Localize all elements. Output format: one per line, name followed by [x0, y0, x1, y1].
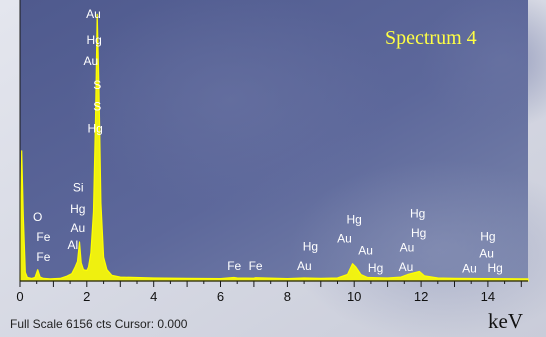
background-texture — [70, 0, 390, 210]
x-tick-label: 6 — [217, 289, 224, 304]
peak-label: Hg — [411, 226, 426, 240]
peak-label: S — [93, 100, 101, 114]
peak-label: Si — [73, 181, 84, 195]
peak-label: Au — [399, 260, 414, 274]
peak-label: Hg — [368, 261, 383, 275]
peak-label: O — [33, 210, 42, 224]
peak-label: Au — [337, 231, 352, 245]
x-axis-ticks: 0 2 4 6 8 10 12 14 — [16, 281, 522, 304]
peak-label: Hg — [303, 240, 318, 254]
peak-label: S — [93, 78, 101, 92]
background-texture — [290, 160, 546, 337]
x-tick-label: 12 — [414, 289, 428, 304]
x-tick-label: 8 — [284, 289, 291, 304]
peak-label: Au — [297, 259, 312, 273]
x-tick-label: 2 — [83, 289, 90, 304]
x-tick-label: 14 — [481, 289, 495, 304]
peak-label: Au — [84, 54, 99, 68]
x-tick-label: 4 — [150, 289, 157, 304]
peak-label: Fe — [249, 259, 263, 273]
peak-label: Au — [462, 261, 477, 275]
spectrum-title: Spectrum 4 — [385, 27, 477, 49]
peak-label: Au — [479, 247, 494, 261]
peak-label: Au — [70, 221, 85, 235]
peak-label: Hg — [480, 230, 495, 244]
peak-label: Fe — [36, 250, 50, 264]
background-texture — [420, 0, 546, 130]
peak-label: Hg — [88, 122, 103, 136]
peak-label: Al — [67, 238, 78, 252]
peak-label: Hg — [87, 33, 102, 47]
status-readout: Full Scale 6156 cts Cursor: 0.000 — [10, 317, 188, 331]
peak-label: Au — [400, 241, 415, 255]
x-axis-unit-label: keV — [488, 309, 523, 333]
peak-label: Fe — [36, 230, 50, 244]
spectrum-layer — [19, 13, 529, 282]
peak-label: Au — [86, 7, 101, 21]
peak-label: Au — [358, 244, 373, 258]
spectrum-series-0 — [19, 13, 529, 282]
x-tick-label: 0 — [16, 289, 23, 304]
peak-label: Hg — [488, 261, 503, 275]
peak-label: Hg — [70, 202, 85, 216]
x-tick-label: 10 — [347, 289, 361, 304]
peak-label: Fe — [227, 259, 241, 273]
peak-label: Hg — [410, 207, 425, 221]
peak-label: Hg — [347, 212, 362, 226]
